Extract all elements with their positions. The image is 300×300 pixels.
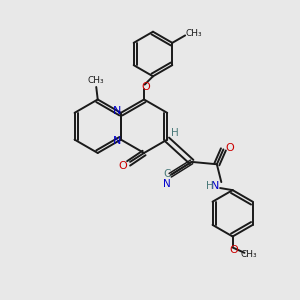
Text: N: N: [211, 181, 220, 191]
Text: O: O: [119, 161, 128, 171]
Text: O: O: [225, 143, 234, 153]
Text: N: N: [113, 136, 122, 146]
Text: H: H: [206, 181, 214, 191]
Text: N: N: [163, 178, 170, 189]
Text: O: O: [230, 245, 238, 256]
Text: O: O: [141, 82, 150, 92]
Text: H: H: [171, 128, 178, 138]
Text: N: N: [113, 106, 122, 116]
Text: C: C: [163, 169, 170, 179]
Text: CH₃: CH₃: [186, 29, 202, 38]
Text: CH₃: CH₃: [88, 76, 104, 85]
Text: CH₃: CH₃: [241, 250, 257, 259]
